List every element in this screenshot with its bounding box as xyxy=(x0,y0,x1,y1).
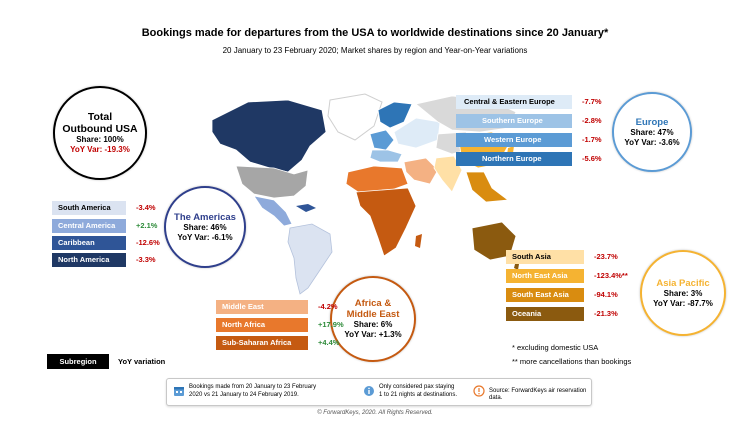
footer-bookings-line1: Bookings made from 20 January to 23 Febr… xyxy=(189,384,317,390)
africa-yoy: YoY Var: +1.3% xyxy=(344,330,402,339)
asia-name: Asia Pacific xyxy=(656,277,710,289)
africa-name-line1: Africa & xyxy=(354,298,392,309)
asia-yoy: YoY Var: -87.7% xyxy=(653,298,713,308)
world-map xyxy=(211,93,520,295)
chart-title: Bookings made for departures from the US… xyxy=(141,27,609,39)
asia-subregion-south-east-asia: South East Asia xyxy=(506,288,584,302)
europe-subregion-southern: Southern Europe xyxy=(456,114,572,128)
map-sub-saharan-africa xyxy=(355,187,417,257)
legend-yoy: YoY variation xyxy=(118,357,166,366)
africa-subregion-sub-saharan: Sub-Saharan Africa xyxy=(216,336,308,350)
africa-name-line2: Middle East xyxy=(346,309,400,320)
map-northern-europe xyxy=(377,101,413,129)
map-south-east-asia xyxy=(465,171,510,203)
africa-circle: Africa & Middle East Share: 6% YoY Var: … xyxy=(330,276,416,362)
map-western-europe xyxy=(369,129,395,151)
map-greenland xyxy=(327,93,383,141)
total-share: Share: 100% xyxy=(76,135,124,144)
americas-yoy-north-america: -3.3% xyxy=(136,255,156,264)
europe-circle: Europe Share: 47% YoY Var: -3.6% xyxy=(612,92,692,172)
footer-source: Source: ForwardKeys air reservation data… xyxy=(489,388,587,401)
map-south-america xyxy=(287,223,333,295)
copyright: © ForwardKeys, 2020. All Rights Reserved… xyxy=(317,410,433,416)
chart-subtitle: 20 January to 23 February 2020; Market s… xyxy=(222,46,528,55)
asia-yoy-south-asia: -23.7% xyxy=(594,252,618,261)
footer-info-box: Bookings made from 20 January to 23 Febr… xyxy=(166,378,592,406)
total-name-line2: Outbound USA xyxy=(62,123,138,135)
asia-subregion-south-asia: South Asia xyxy=(506,250,584,264)
americas-circle: The Americas Share: 46% YoY Var: -6.1% xyxy=(164,186,246,268)
alert-icon xyxy=(473,385,485,397)
asia-yoy-north-east-asia: -123.4%** xyxy=(594,271,628,280)
americas-yoy-central-america: +2.1% xyxy=(136,221,158,230)
europe-subregion-central-eastern: Central & Eastern Europe xyxy=(456,95,572,109)
footer-pax-line1: Only considered pax staying xyxy=(379,384,455,390)
map-madagascar xyxy=(415,234,422,248)
asia-subregion-oceania: Oceania xyxy=(506,307,584,321)
americas-subregion-central-america: Central America xyxy=(52,219,126,233)
map-usa xyxy=(235,165,309,199)
africa-yoy-middle-east: -4.2% xyxy=(318,302,338,311)
europe-yoy: YoY Var: -3.6% xyxy=(624,137,680,147)
americas-subregion-north-america: North America xyxy=(52,253,126,267)
footer-bookings-line2: 2020 vs 21 January to 24 February 2019. xyxy=(189,392,299,398)
map-middle-east xyxy=(403,157,439,185)
americas-name: The Americas xyxy=(174,211,236,223)
europe-subregion-western: Western Europe xyxy=(456,133,572,147)
calendar-icon xyxy=(174,387,184,396)
asia-subregion-north-east-asia: North East Asia xyxy=(506,269,584,283)
africa-yoy-sub-saharan: +4.4% xyxy=(318,338,340,347)
total-outbound-circle: Total Outbound USA Share: 100% YoY Var: … xyxy=(53,86,147,180)
map-south-asia xyxy=(433,155,463,193)
info-icon xyxy=(364,386,374,396)
map-north-america xyxy=(211,99,327,173)
europe-name: Europe xyxy=(635,116,669,128)
americas-subregion-caribbean: Caribbean xyxy=(52,236,126,250)
americas-yoy-caribbean: -12.6% xyxy=(136,238,160,247)
asia-share: Share: 3% xyxy=(663,288,703,298)
americas-yoy: YoY Var: -6.1% xyxy=(177,232,233,242)
europe-yoy-northern: -5.6% xyxy=(582,154,602,163)
americas-subregion-south-america: South America xyxy=(52,201,126,215)
map-central-america xyxy=(253,195,293,227)
europe-yoy-western: -1.7% xyxy=(582,135,602,144)
asia-yoy-south-east-asia: -94.1% xyxy=(594,290,618,299)
europe-subregion-northern: Northern Europe xyxy=(456,152,572,166)
asia-pacific-circle: Asia Pacific Share: 3% YoY Var: -87.7% xyxy=(640,250,726,336)
map-caribbean xyxy=(296,204,316,212)
total-yoy: YoY Var: -19.3% xyxy=(70,145,130,154)
map-north-africa xyxy=(345,165,409,193)
africa-yoy-north-africa: +17.9% xyxy=(318,320,344,329)
footer-pax-line2: 1 to 21 nights at destinations. xyxy=(379,392,458,398)
europe-yoy-southern: -2.8% xyxy=(582,116,602,125)
africa-subregion-north-africa: North Africa xyxy=(216,318,308,332)
africa-subregion-middle-east: Middle East xyxy=(216,300,308,314)
total-name-line1: Total xyxy=(87,111,113,123)
map-southern-europe xyxy=(369,149,403,163)
legend-subregion: Subregion xyxy=(47,354,109,369)
note-excluding-domestic: * excluding domestic USA xyxy=(512,343,599,352)
asia-yoy-oceania: -21.3% xyxy=(594,309,618,318)
africa-share: Share: 6% xyxy=(353,320,393,329)
americas-yoy-south-america: -3.4% xyxy=(136,203,156,212)
europe-yoy-central-eastern: -7.7% xyxy=(582,97,602,106)
americas-share: Share: 46% xyxy=(183,222,227,232)
note-more-cancellations: ** more cancellations than bookings xyxy=(512,357,632,366)
europe-share: Share: 47% xyxy=(630,127,674,137)
